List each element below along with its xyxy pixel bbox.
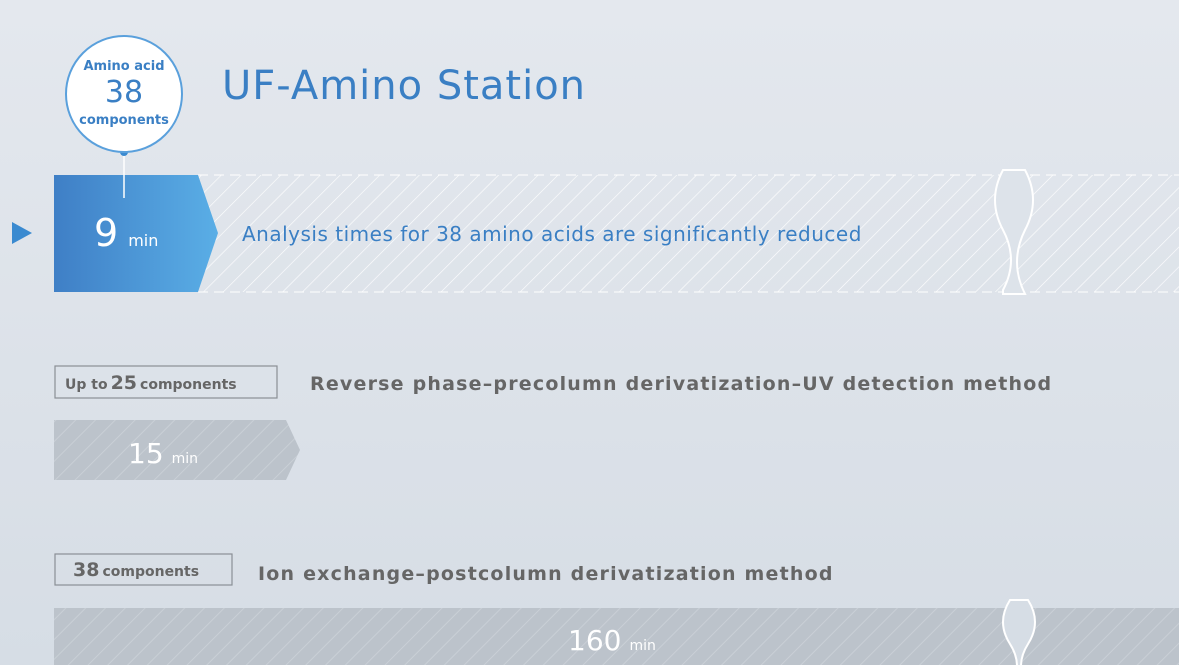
method: Reverse phase–precolumn derivatization–U…: [310, 373, 1052, 395]
time-bar: [54, 175, 218, 292]
tag-suffix: components: [102, 564, 199, 580]
tag-box: [54, 365, 278, 399]
pointer: [12, 222, 32, 244]
badge-text: Amino acid: [83, 59, 164, 74]
time-unit: min: [629, 638, 655, 654]
time-label: 9 min: [94, 211, 158, 255]
description: Analysis times for 38 amino acids are si…: [242, 222, 862, 246]
time-value: 9: [94, 211, 118, 255]
axis-break: [1002, 599, 1036, 665]
time-value: 15: [128, 437, 164, 470]
badge-text: components: [79, 113, 169, 128]
tag: Up to 25 components: [65, 372, 237, 394]
tag-prefix: Up to: [65, 377, 108, 393]
time-unit: min: [172, 451, 198, 467]
time-value: 160: [568, 624, 621, 657]
badge: [65, 35, 183, 153]
time-bar: [54, 608, 1179, 665]
time-bar: [54, 420, 300, 480]
tag-count: 38: [73, 559, 99, 581]
axis-break: [994, 169, 1034, 295]
method: Ion exchange–postcolumn derivatization m…: [258, 563, 834, 585]
time-unit: min: [128, 231, 158, 250]
title: UF-Amino Station: [222, 63, 586, 109]
time-label: 15 min: [128, 437, 198, 470]
tag-count: 25: [111, 372, 137, 394]
tag-box: [54, 553, 233, 586]
time-label: 160 min: [568, 624, 656, 657]
tag: 38 components: [73, 559, 199, 581]
tag-suffix: components: [140, 377, 237, 393]
badge-count: 38: [105, 75, 143, 110]
